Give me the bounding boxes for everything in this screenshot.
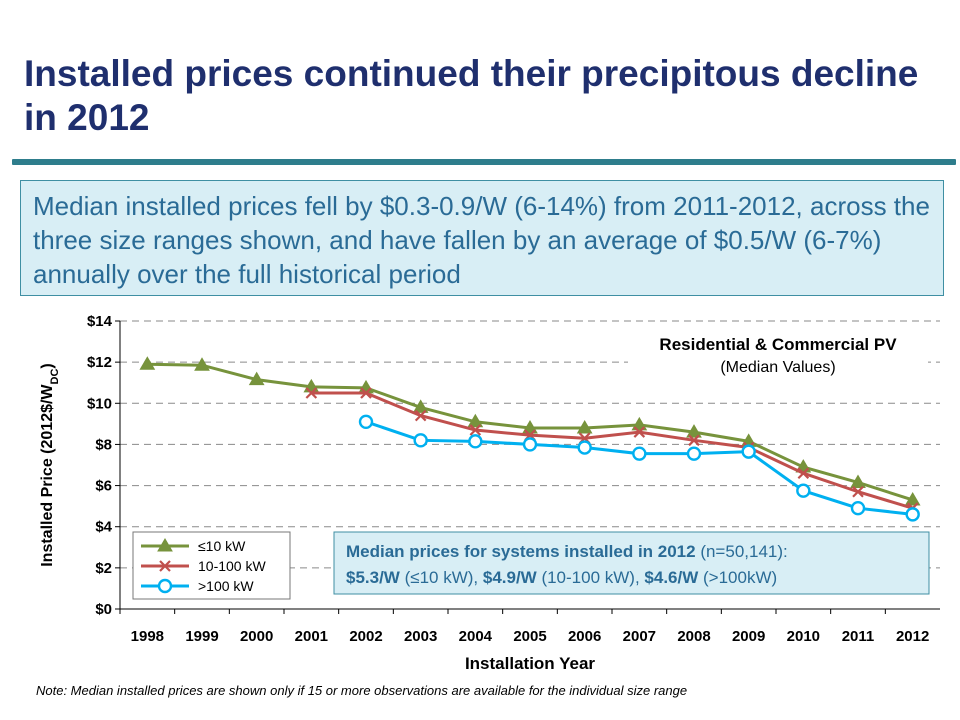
data-point-series-0 xyxy=(904,491,921,506)
data-point-series-1 xyxy=(633,426,646,438)
title-divider xyxy=(12,159,956,165)
x-tick-label: 2012 xyxy=(896,628,929,645)
data-point-series-0 xyxy=(522,419,538,434)
data-point-series-0 xyxy=(194,357,210,371)
data-point-series-1 xyxy=(797,467,810,480)
y-tick-label: $4 xyxy=(95,519,112,536)
data-point-series-2 xyxy=(850,501,866,516)
footnote: Note: Median installed prices are shown … xyxy=(36,683,688,698)
x-tick-label: 2004 xyxy=(459,628,493,645)
x-tick-label: 2009 xyxy=(732,628,765,645)
x-tick-label: 2000 xyxy=(240,628,273,645)
legend-label-2: >100 kW xyxy=(198,578,254,594)
chart-subtitle: (Median Values) xyxy=(720,359,835,376)
series-line-1 xyxy=(311,391,914,510)
x-tick-label: 1998 xyxy=(131,628,164,645)
data-point-series-1 xyxy=(852,485,864,498)
y-axis-title: Installed Price (2012$/WDC) xyxy=(39,363,61,567)
data-point-series-2 xyxy=(413,433,428,448)
y-tick-label: $14 xyxy=(87,313,113,330)
data-point-series-2 xyxy=(796,483,811,498)
summary-callout: Median installed prices fell by $0.3-0.9… xyxy=(20,180,944,296)
y-tick-label: $0 xyxy=(95,601,112,618)
legend-label-0: ≤10 kW xyxy=(198,538,246,554)
data-point-series-2 xyxy=(358,414,374,429)
data-point-series-2 xyxy=(632,446,647,461)
data-point-series-1 xyxy=(305,387,318,399)
legend-marker-1 xyxy=(159,560,171,572)
data-point-series-2 xyxy=(686,446,702,461)
data-point-series-1 xyxy=(688,434,700,447)
x-axis-title: Installation Year xyxy=(465,654,595,673)
x-tick-label: 2003 xyxy=(404,628,437,645)
data-point-series-1 xyxy=(469,424,482,436)
slide-title: Installed prices continued their precipi… xyxy=(24,53,919,138)
data-point-series-0 xyxy=(850,474,866,488)
chart-title: Residential & Commercial PV xyxy=(659,335,897,354)
y-tick-label: $6 xyxy=(95,478,112,495)
y-tick-label: $10 xyxy=(87,395,112,412)
annotation-box xyxy=(333,531,930,595)
price-line-chart: $0 $2 $4 $6 $8 $10 $12 $14 1998 1999 2000 2001 2002 2… xyxy=(39,313,940,673)
data-point-series-2 xyxy=(577,440,592,455)
x-tick-label: 2007 xyxy=(623,628,656,645)
annotation-line-1: Median prices for systems installed in 2… xyxy=(346,542,788,561)
data-point-series-1 xyxy=(414,409,427,422)
data-point-series-0 xyxy=(467,413,484,428)
data-point-series-2 xyxy=(905,507,920,522)
data-point-series-1 xyxy=(360,387,372,399)
x-tick-label: 2010 xyxy=(787,628,820,645)
y-tick-label: $12 xyxy=(87,354,112,371)
data-point-series-0 xyxy=(139,356,156,370)
data-point-series-0 xyxy=(248,371,265,386)
x-tick-label: 2006 xyxy=(568,628,601,645)
y-tick-label: $2 xyxy=(95,560,112,577)
legend-marker-2 xyxy=(157,578,173,594)
data-point-series-2 xyxy=(468,434,483,449)
x-tick-label: 2001 xyxy=(295,628,328,645)
x-tick-label: 1999 xyxy=(185,628,218,645)
data-point-series-2 xyxy=(741,444,756,459)
x-tick-label: 2011 xyxy=(842,628,875,645)
chart-title-box xyxy=(628,322,928,382)
legend-label-1: 10-100 kW xyxy=(198,558,266,574)
data-point-series-0 xyxy=(576,419,593,434)
legend-marker-0 xyxy=(157,538,173,552)
y-tick-label: $8 xyxy=(95,436,112,453)
data-point-series-0 xyxy=(686,424,702,438)
data-point-series-0 xyxy=(412,399,429,413)
annotation-line-2: $5.3/W (≤10 kW), $4.9/W (10-100 kW), $4.… xyxy=(346,568,777,587)
x-tick-label: 2002 xyxy=(349,628,382,645)
x-tick-label: 2008 xyxy=(677,628,710,645)
data-point-series-2 xyxy=(522,437,538,452)
series-line-2 xyxy=(365,420,913,516)
data-point-series-0 xyxy=(631,416,648,431)
x-tick-label: 2005 xyxy=(513,628,546,645)
